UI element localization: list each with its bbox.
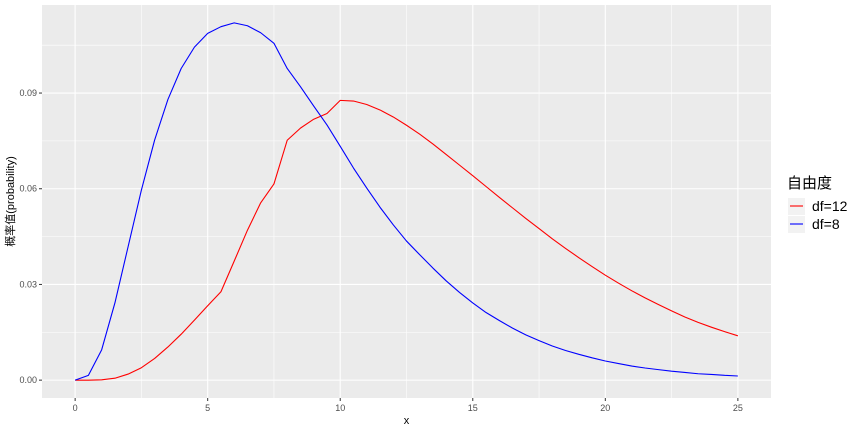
y-axis: 0.00 0.03 0.06 0.09 [19,88,42,385]
x-axis-title: x [404,415,410,427]
x-tick-label: 15 [468,403,478,413]
legend: 自由度 df=12 df=8 [787,174,848,233]
x-tick-label: 20 [600,403,610,413]
legend-items: df=12 df=8 [788,198,848,233]
x-tick-label: 5 [205,403,210,413]
legend-label: df=8 [812,216,840,232]
grid-minor [42,5,771,398]
series-layer [74,22,739,381]
series-line-df=8 [74,22,738,381]
x-tick-label: 10 [335,403,345,413]
y-tick-label: 0.09 [19,88,37,98]
legend-label: df=12 [812,198,848,214]
x-tick-label: 0 [73,403,78,413]
y-tick-label: 0.06 [19,184,37,194]
y-axis-title: 概率值(probability) [3,156,17,246]
x-tick-label: 25 [733,403,743,413]
legend-title: 自由度 [787,174,832,192]
x-axis: 0 5 10 15 20 25 [73,398,743,413]
y-tick-label: 0.00 [19,375,37,385]
series-line-df=12 [75,99,739,381]
y-tick-label: 0.03 [19,279,37,289]
grid-major [42,5,771,398]
